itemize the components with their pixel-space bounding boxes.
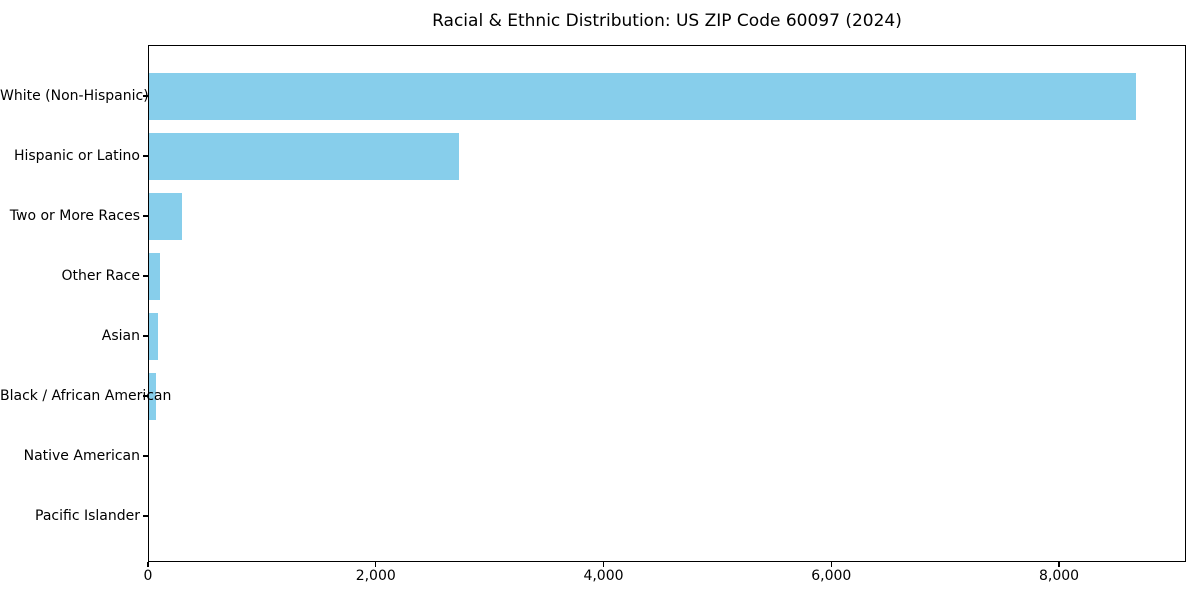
category-label: Other Race <box>61 268 140 284</box>
y-tick-mark <box>143 455 148 457</box>
category-label: Black / African American <box>0 388 172 404</box>
y-tick-mark <box>143 215 148 217</box>
category-label: White (Non-Hispanic) <box>0 88 149 104</box>
x-tick-label: 4,000 <box>583 568 624 584</box>
y-tick-mark <box>143 95 148 97</box>
x-tick-mark <box>602 562 605 567</box>
category-label: Pacific Islander <box>35 508 140 524</box>
chart-title: Racial & Ethnic Distribution: US ZIP Cod… <box>432 11 902 31</box>
category-label: Two or More Races <box>9 208 140 224</box>
bar <box>148 132 459 180</box>
y-tick-mark <box>143 515 148 517</box>
y-tick-mark <box>143 155 148 157</box>
y-tick-mark <box>143 395 148 397</box>
x-tick-mark <box>147 562 149 567</box>
bar <box>148 252 160 300</box>
y-tick-mark <box>143 275 148 277</box>
category-label: Asian <box>101 328 140 344</box>
bar <box>148 192 183 240</box>
y-tick-mark <box>143 335 148 337</box>
bar <box>148 312 158 360</box>
x-tick-label: 0 <box>143 568 153 584</box>
x-tick-label: 2,000 <box>355 568 396 584</box>
category-label: Native American <box>23 448 140 464</box>
x-tick-mark <box>1058 562 1060 567</box>
x-tick-mark <box>830 562 832 567</box>
x-tick-mark <box>375 562 377 567</box>
category-label: Hispanic or Latino <box>13 148 140 164</box>
bar <box>148 372 156 420</box>
x-tick-label: 8,000 <box>1038 568 1080 584</box>
plot-area <box>148 45 1186 562</box>
x-tick-label: 6,000 <box>811 568 852 584</box>
bar <box>148 72 1137 120</box>
